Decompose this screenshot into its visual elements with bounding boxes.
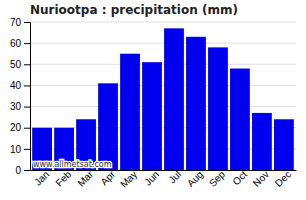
tick: 0	[15, 165, 30, 176]
grid	[30, 22, 296, 170]
chart: 0 10 20 30 40 50 60 70 JanFebMarAprMayJun JulAugS…	[0, 0, 306, 200]
tick-label: May	[118, 169, 139, 190]
bar	[164, 28, 184, 170]
bar	[230, 69, 250, 170]
tick: Feb	[53, 168, 73, 188]
tick-label: 50	[10, 59, 22, 70]
bar	[186, 37, 206, 170]
tick-label: 40	[10, 80, 22, 91]
tick: 50	[10, 59, 30, 70]
tick-label: 60	[10, 38, 22, 49]
bar	[142, 62, 162, 170]
tick-mark	[24, 128, 30, 129]
grid-line	[30, 22, 296, 23]
bar	[252, 113, 272, 170]
tick-mark	[24, 170, 30, 171]
tick: 60	[10, 38, 30, 49]
tick-label: 70	[10, 17, 22, 28]
y-axis: 0 10 20 30 40 50 60 70	[10, 17, 31, 176]
tick-mark	[24, 64, 30, 65]
tick: Dec	[273, 169, 293, 189]
tick: Sep	[207, 168, 228, 189]
bar	[274, 119, 294, 170]
tick: 40	[10, 80, 30, 91]
tick-label: 20	[10, 122, 22, 133]
tick-label: 30	[10, 101, 22, 112]
tick-mark	[24, 107, 30, 108]
tick: Mar	[75, 168, 95, 188]
tick-label: Jul	[166, 169, 183, 186]
tick-mark	[24, 85, 30, 86]
tick: Jan	[32, 169, 51, 188]
tick: Oct	[230, 168, 249, 187]
tick-mark	[24, 149, 30, 150]
title: Nuriootpa : precipitation (mm)	[30, 3, 238, 17]
annotation: www.allmetsat.com	[33, 160, 112, 169]
axis-line	[24, 23, 31, 171]
tick-label: 0	[15, 165, 21, 176]
tick-mark	[24, 22, 30, 23]
tick-label: Dec	[273, 169, 293, 189]
tick: 70	[10, 17, 30, 28]
tick: Aug	[185, 169, 205, 189]
tick-label: Mar	[75, 168, 95, 188]
tick: 20	[10, 122, 30, 133]
tick: Jul	[166, 169, 183, 186]
tick: Apr	[98, 168, 117, 187]
bar	[98, 83, 118, 170]
tick-label: Aug	[185, 169, 205, 189]
tick-label: Sep	[207, 168, 228, 189]
bar	[208, 47, 228, 170]
grid-line	[30, 106, 296, 107]
grid-line	[30, 64, 296, 65]
tick-label: Feb	[53, 168, 73, 188]
tick-label: 10	[10, 144, 22, 155]
tick: Jun	[142, 169, 161, 188]
bar	[120, 54, 140, 170]
tick-label: Oct	[230, 168, 249, 187]
tick-label: Jun	[142, 169, 161, 188]
tick: Nov	[251, 169, 271, 189]
tick-label: Jan	[32, 169, 51, 188]
tick: 10	[10, 144, 30, 155]
tick: May	[118, 169, 139, 190]
grid-line	[30, 43, 296, 44]
x-axis: JanFebMarAprMayJun JulAugSepOctNovDec	[31, 168, 297, 190]
tick-label: Apr	[98, 168, 117, 187]
tick: 30	[10, 101, 30, 112]
plot: 0 10 20 30 40 50 60 70 JanFebMarAprMayJun JulAugS…	[10, 17, 297, 190]
grid-line	[30, 85, 296, 86]
tick-label: Nov	[251, 169, 271, 189]
tick-mark	[24, 43, 30, 44]
bars	[32, 28, 294, 170]
axis-line	[31, 170, 297, 171]
